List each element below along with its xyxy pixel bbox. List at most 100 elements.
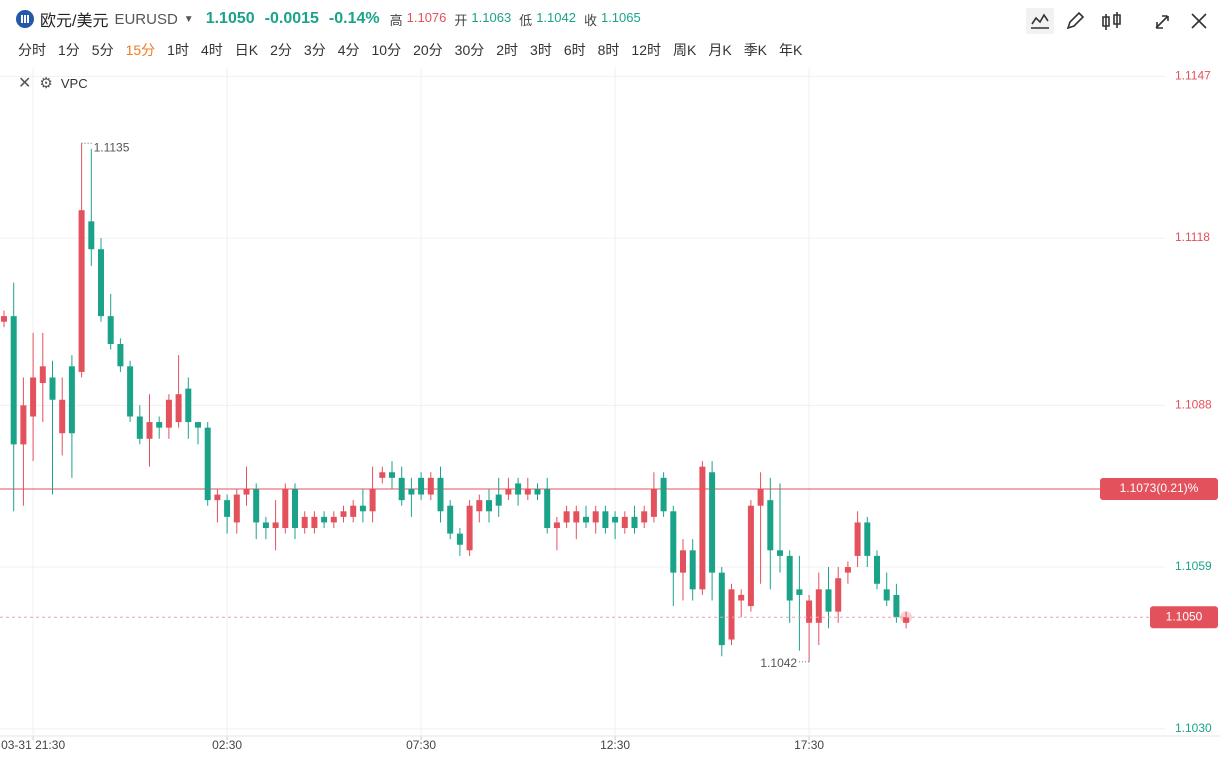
icon-collapse[interactable] [1155,15,1169,29]
candle-body [515,483,522,495]
candle-body [874,555,880,584]
stats: 高 1.1076 开 1.1063 低 1.1042 收 1.1065 [390,10,645,29]
timeframe[interactable]: 8时 [597,42,620,58]
y-tick-label: 1.1147 [1175,69,1211,83]
timeframe[interactable]: 年K [779,42,803,58]
candle-body [359,505,366,512]
candle-body [583,516,589,523]
remove-icon[interactable]: ✕ [18,75,32,92]
timeframe[interactable]: 日K [234,42,259,58]
timeframe[interactable]: 15分 [125,42,156,58]
candle-body [379,472,386,478]
candle-body [437,477,444,512]
candle-body [612,516,619,523]
icon-draw[interactable] [1066,11,1085,30]
candle-body [524,488,531,495]
candle-body [757,488,764,506]
candle-body [553,522,560,529]
icon-close[interactable] [1191,13,1207,29]
timeframe[interactable]: 10分 [371,42,402,58]
icon-line[interactable] [1031,13,1049,29]
timeframe[interactable]: 30分 [454,42,485,58]
timeframe[interactable]: 4时 [200,42,223,58]
y-tick-label: 1.1059 [1175,559,1212,573]
candle-body [903,617,910,623]
pair-name: 欧元/美元 [40,13,109,30]
candle-body [175,394,182,423]
stat-value: 1.1065 [600,9,641,25]
timeframe[interactable]: 季K [743,42,768,58]
candle-body [195,422,201,428]
timeframe[interactable]: 月K [708,42,732,58]
min-label: 1.1042 [760,656,797,670]
timeframe[interactable]: 分时 [18,42,46,58]
stat-label: 低 [519,12,533,28]
timeframe[interactable]: 20分 [413,42,443,58]
candle-body [476,500,483,512]
candle-body [718,572,725,646]
candle-body [883,589,890,601]
candle-body [408,488,415,495]
candle-body [631,516,638,529]
candle-body [893,594,900,618]
timeframe[interactable]: 周K [673,42,697,58]
candle-body [214,494,221,501]
candle-body [136,416,143,439]
candle-body [262,522,269,529]
candle-body [369,488,376,512]
timeframe[interactable]: 3时 [530,42,552,58]
candle-body [59,399,66,434]
timeframe[interactable]: 1时 [167,42,189,58]
candle-body [1,316,7,322]
timeframe[interactable]: 12时 [631,42,661,58]
candle-body [641,511,648,523]
price: 1.1050 [205,10,255,27]
candle-body [39,366,46,384]
candle-body [825,589,832,612]
candle-body [689,550,696,590]
indicator-row: ✕ ⚙ VPC [18,73,88,93]
timeframe[interactable]: 4分 [337,42,360,58]
timeframes: 分时 1分 5分 15分 1时 4时 日K 2分 3分 4分 10分 20分 30分 2时 3时 6时 8时 12… [18,40,802,60]
current-price-label: 1.1050 [1166,609,1203,623]
candle-body [602,511,609,529]
candle-body [418,477,425,495]
candle-body [573,511,580,523]
candle-body [592,511,599,523]
candle-body [185,388,192,423]
icon-candles[interactable] [1102,12,1121,30]
candle-body [243,488,250,495]
candle-body [709,472,716,573]
candle-body [563,511,570,523]
candle-body [767,500,774,551]
reference-tag [1100,477,1218,500]
timeframe[interactable]: 5分 [91,42,114,58]
candle-body [233,494,240,523]
timeframe[interactable]: 1分 [58,42,80,58]
candle-body [544,488,551,529]
settings-icon[interactable]: ⚙ [39,75,53,92]
candle-body [398,477,405,501]
stat-value: 1.1042 [536,9,576,25]
change: -0.0015 [264,10,319,27]
candle-body [224,500,231,517]
caret[interactable]: ▼ [183,13,194,25]
reference-label: 1.1073(0.21)% [1120,481,1199,495]
y-tick-label: 1.1030 [1175,721,1212,735]
candle-body [864,522,871,556]
x-tick-label: 02:30 [212,738,242,752]
toolbar-icons [1026,8,1207,34]
timeframe[interactable]: 3分 [303,42,326,58]
timeframe[interactable]: 2时 [496,42,519,58]
candle-body [156,422,163,428]
timeframe[interactable]: 2分 [270,42,292,58]
header: 欧元/美元 EURUSD ▼ 1.1050 -0.0015 -0.14% 高 1.… [16,8,645,30]
candle-body [311,516,318,529]
timeframe[interactable]: 6时 [563,42,586,58]
candle-body [456,533,463,545]
candle-body [204,427,211,501]
candle-body [854,522,861,556]
symbol[interactable]: EURUSD [114,10,178,28]
candle-body [107,316,114,345]
candle-body [340,511,347,517]
